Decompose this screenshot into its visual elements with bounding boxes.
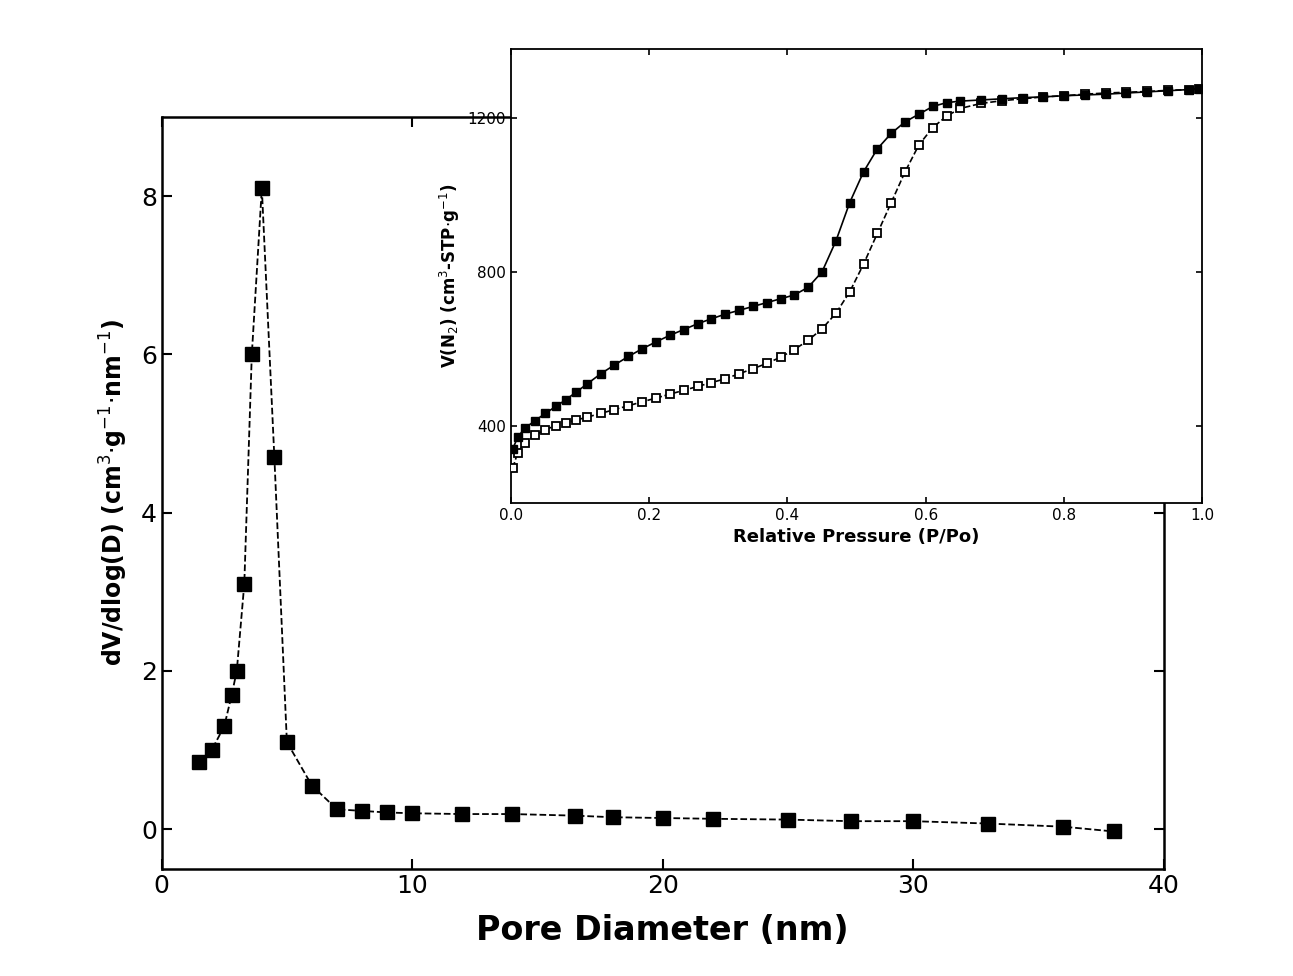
X-axis label: Relative Pressure (P/Po): Relative Pressure (P/Po) — [733, 528, 980, 546]
Y-axis label: V(N$_2$) (cm$^3$-STP$\cdot$g$^{-1}$): V(N$_2$) (cm$^3$-STP$\cdot$g$^{-1}$) — [438, 183, 462, 368]
Y-axis label: dV/dlog(D) (cm$^3$$\cdot$g$^{-1}$$\cdot$nm$^{-1}$): dV/dlog(D) (cm$^3$$\cdot$g$^{-1}$$\cdot$… — [97, 319, 129, 667]
X-axis label: Pore Diameter (nm): Pore Diameter (nm) — [476, 915, 850, 947]
